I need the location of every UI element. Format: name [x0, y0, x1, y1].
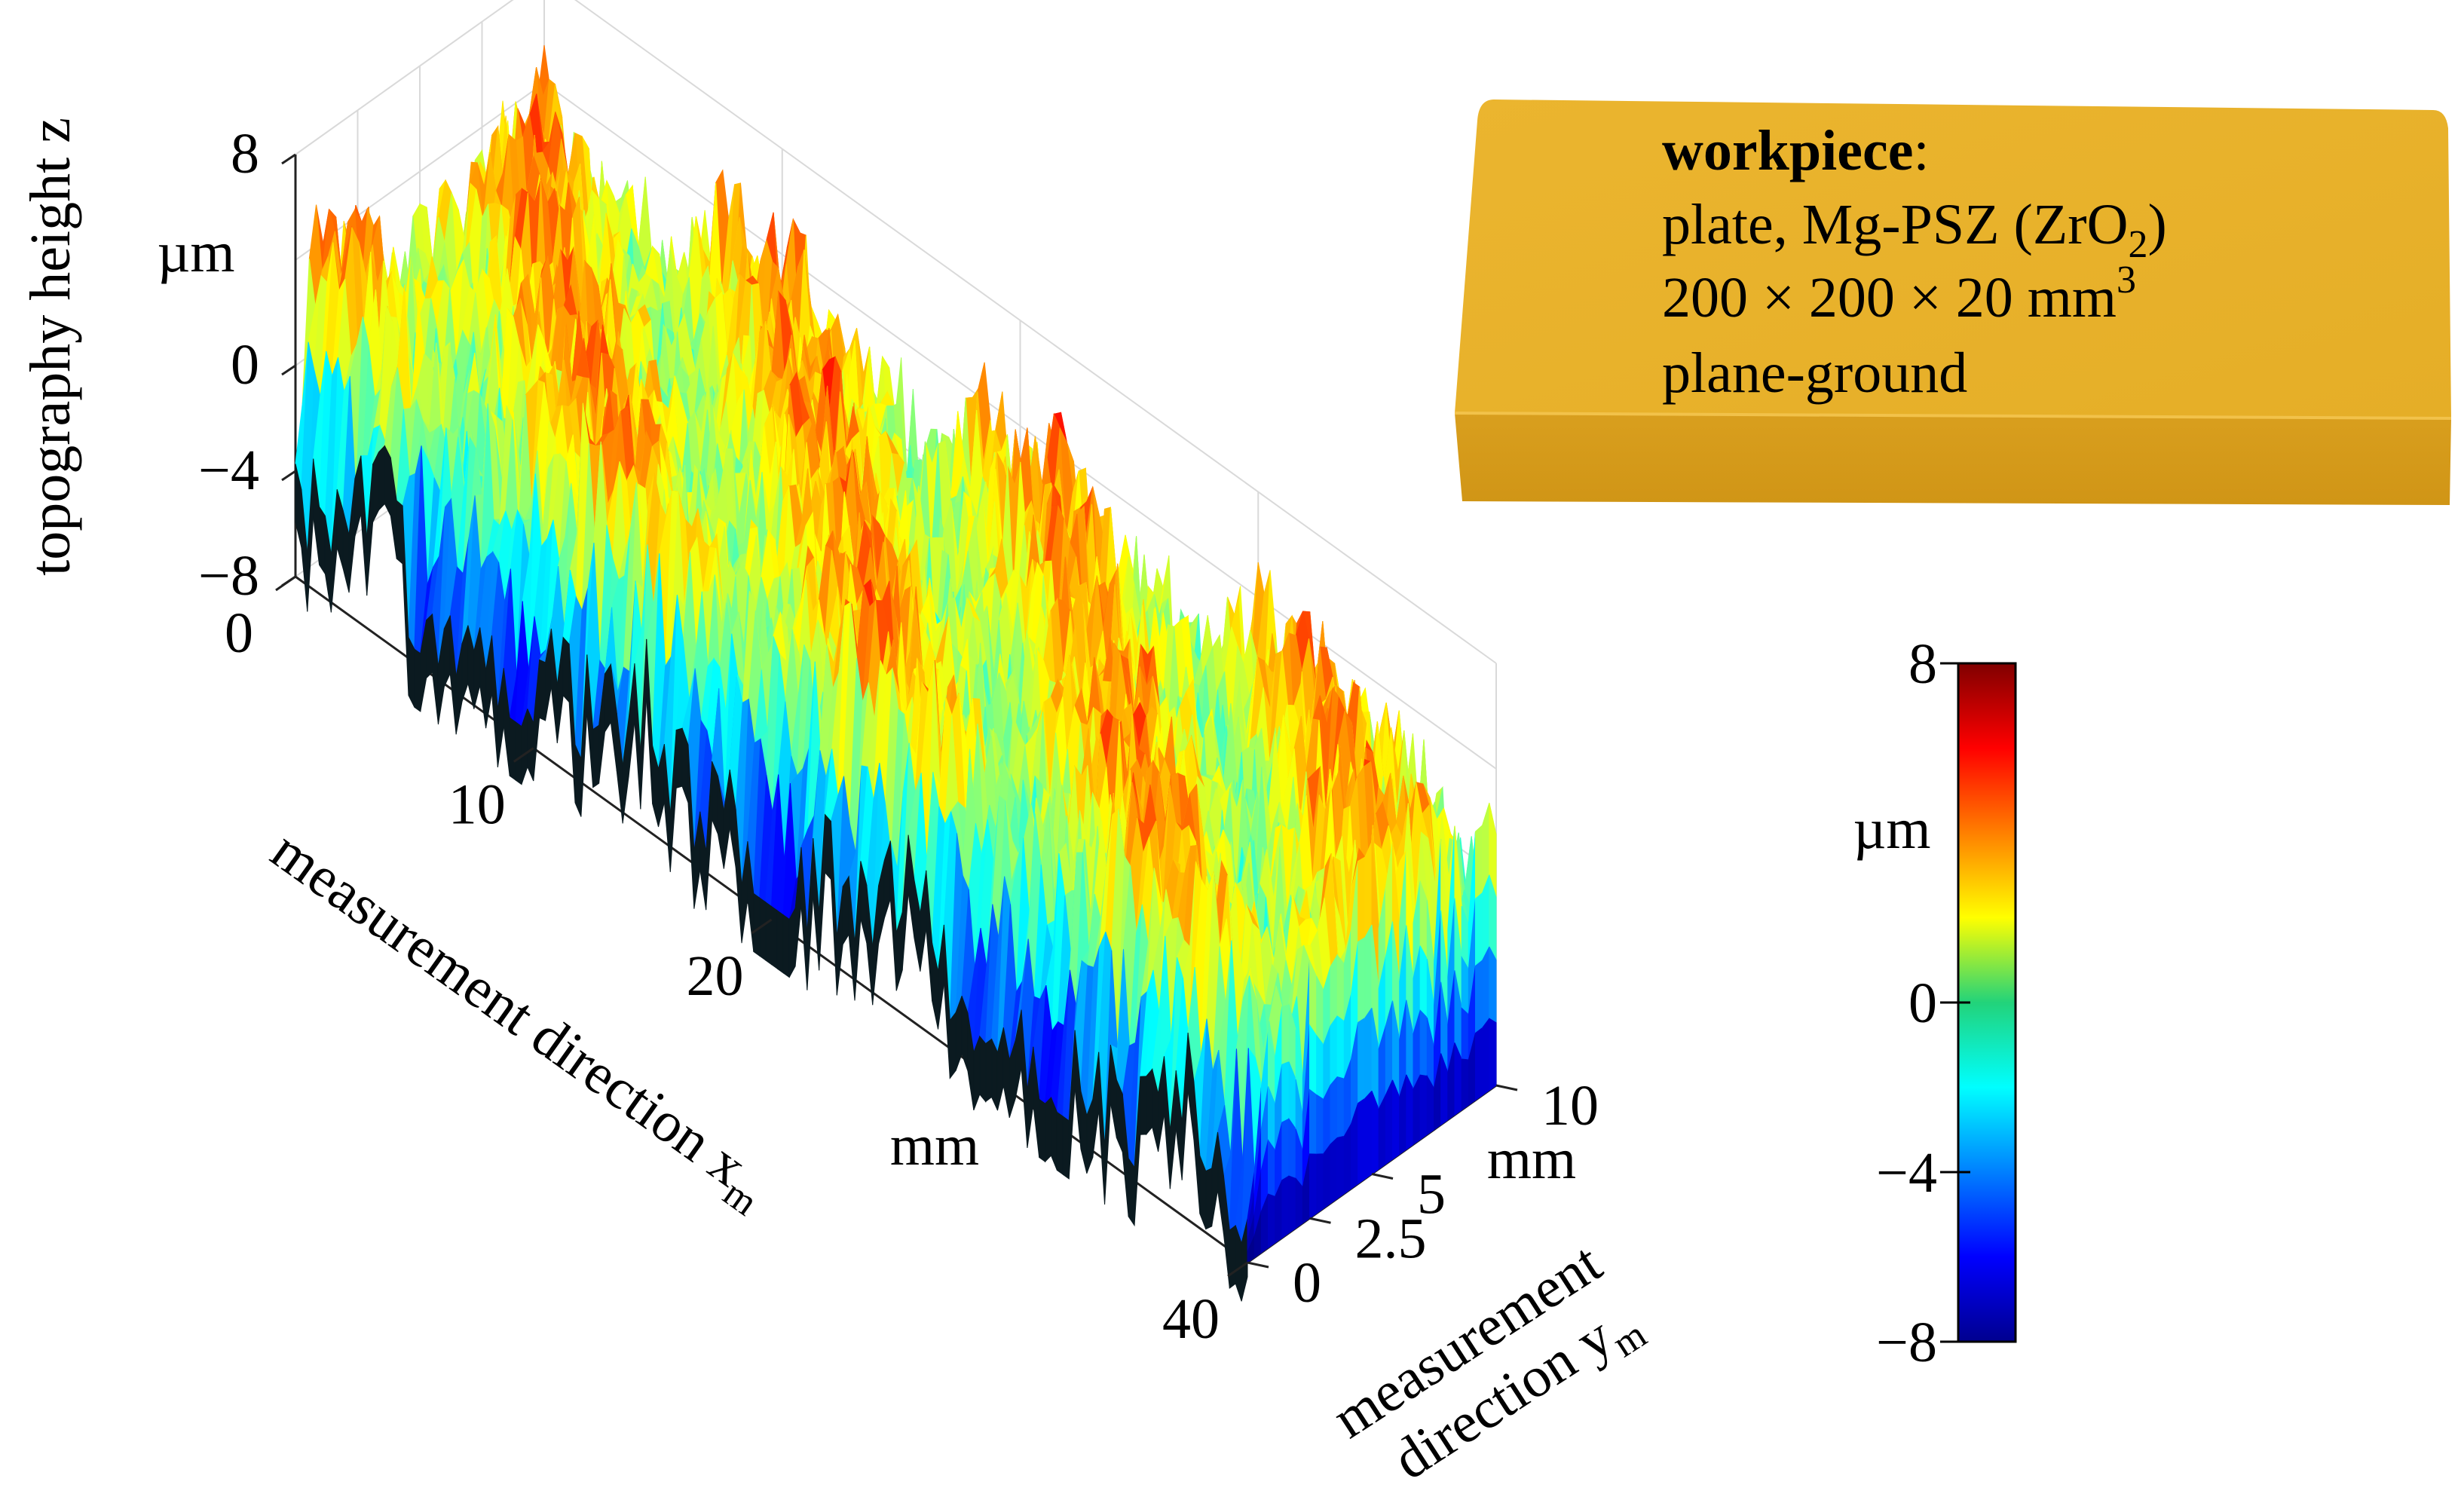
topography-surface [295, 44, 1497, 1302]
